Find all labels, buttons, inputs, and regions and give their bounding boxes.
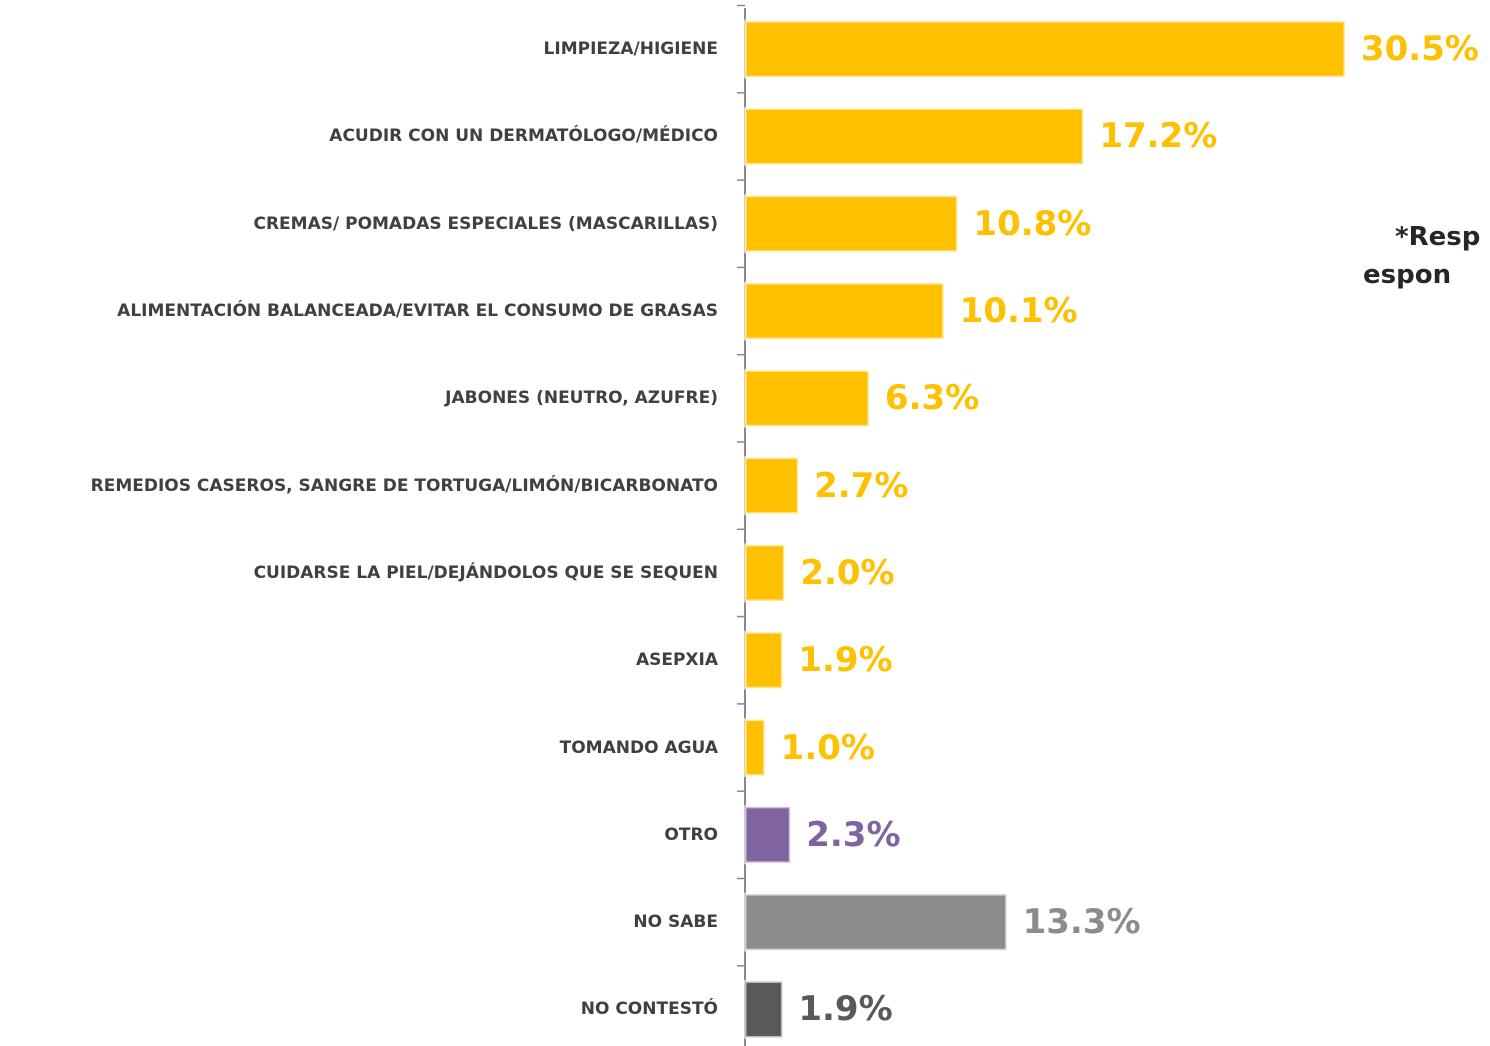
category-label: REMEDIOS CASEROS, SANGRE DE TORTUGA/LIMÓ… xyxy=(90,475,718,496)
category-label: NO SABE xyxy=(633,912,718,933)
value-label: 1.0% xyxy=(780,727,875,768)
value-label: 1.9% xyxy=(798,640,893,681)
bar xyxy=(743,194,959,254)
value-label: 2.0% xyxy=(800,552,895,593)
bar xyxy=(743,630,784,690)
bar xyxy=(743,805,792,865)
bar xyxy=(743,892,1009,952)
category-label: NO CONTESTÓ xyxy=(580,999,718,1020)
value-label: 6.3% xyxy=(884,378,980,419)
value-label: 1.9% xyxy=(798,989,893,1030)
value-label: 2.3% xyxy=(806,814,901,855)
bar xyxy=(743,543,786,603)
value-label: 13.3% xyxy=(1022,902,1141,943)
bar xyxy=(743,456,800,516)
value-label: 17.2% xyxy=(1099,116,1218,157)
bar xyxy=(743,368,871,428)
bar xyxy=(743,718,767,778)
value-label: 10.8% xyxy=(973,203,1092,244)
category-label: LIMPIEZA/HIGIENE xyxy=(543,39,718,60)
category-label: TOMANDO AGUA xyxy=(559,737,718,758)
annotation: *Resp xyxy=(1395,222,1481,252)
category-label: OTRO xyxy=(664,824,718,845)
bar xyxy=(743,281,946,341)
bar xyxy=(743,979,784,1039)
bar xyxy=(743,106,1085,166)
category-label: ACUDIR CON UN DERMATÓLOGO/MÉDICO xyxy=(329,126,718,147)
value-label: 30.5% xyxy=(1360,29,1479,70)
annotation: espon xyxy=(1363,260,1452,290)
category-label: ASEPXIA xyxy=(635,650,718,671)
category-label: JABONES (NEUTRO, AZUFRE) xyxy=(445,388,718,409)
category-label: CUIDARSE LA PIEL/DEJÁNDOLOS QUE SE SEQUE… xyxy=(253,562,718,583)
category-label: ALIMENTACIÓN BALANCEADA/EVITAR EL CONSUM… xyxy=(117,301,718,322)
value-label: 10.1% xyxy=(959,291,1078,332)
category-label: CREMAS/ POMADAS ESPECIALES (MASCARILLAS) xyxy=(253,213,718,234)
bar xyxy=(743,19,1347,79)
value-label: 2.7% xyxy=(814,465,909,506)
